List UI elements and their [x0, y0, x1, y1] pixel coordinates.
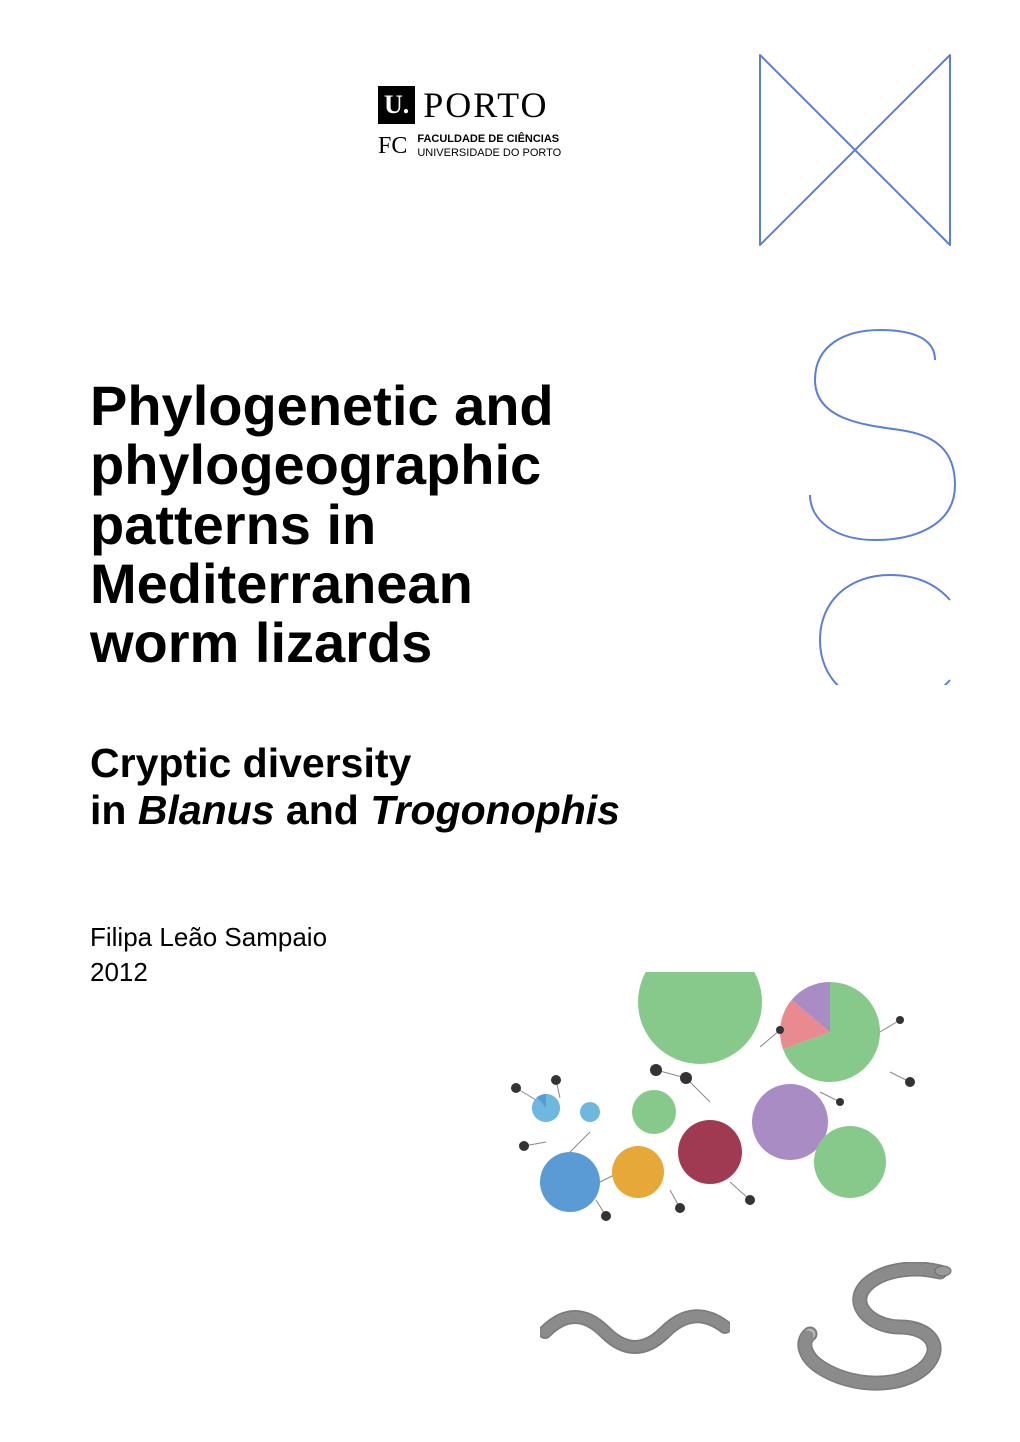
- thesis-subtitle: Cryptic diversity in Blanus and Trogonop…: [90, 740, 620, 834]
- faculty-line2: UNIVERSIDADE DO PORTO: [417, 146, 561, 160]
- worm-illustrations: [540, 1262, 960, 1392]
- faculty-line1: FACULDADE DE CIÊNCIAS: [417, 132, 561, 146]
- logo-u-box: U.: [378, 86, 415, 124]
- trogonophis-illustration: [790, 1262, 960, 1392]
- letter-m-icon: [760, 55, 950, 245]
- thesis-title: Phylogenetic and phylogeographic pattern…: [90, 376, 554, 673]
- logo-faculty-row: FC FACULDADE DE CIÊNCIAS UNIVERSIDADE DO…: [378, 132, 561, 161]
- logo-main-row: U. PORTO: [378, 84, 549, 126]
- author-year-block: Filipa Leão Sampaio 2012: [90, 920, 327, 990]
- genus-blanus: Blanus: [138, 787, 275, 833]
- msc-graphic: [740, 45, 970, 690]
- author-name: Filipa Leão Sampaio: [90, 920, 327, 955]
- subtitle-mid: and: [275, 787, 371, 833]
- letter-s-icon: [810, 330, 955, 540]
- letter-c-icon: [820, 575, 950, 685]
- title-line3: patterns in: [90, 495, 554, 554]
- title-line4: Mediterranean: [90, 554, 554, 613]
- subtitle-line1: Cryptic diversity: [90, 740, 620, 787]
- haplotype-diagram: [500, 972, 960, 1242]
- subtitle-pre: in: [90, 787, 138, 833]
- logo-fc: FC: [378, 133, 407, 160]
- logo-porto-text: PORTO: [423, 84, 548, 126]
- genus-trogonophis: Trogonophis: [370, 787, 620, 833]
- title-line5: worm lizards: [90, 613, 554, 672]
- faculty-text: FACULDADE DE CIÊNCIAS UNIVERSIDADE DO PO…: [417, 132, 561, 161]
- blanus-illustration: [540, 1287, 730, 1367]
- title-line2: phylogeographic: [90, 435, 554, 494]
- subtitle-line2: in Blanus and Trogonophis: [90, 787, 620, 834]
- year: 2012: [90, 955, 327, 990]
- title-line1: Phylogenetic and: [90, 376, 554, 435]
- university-logo: U. PORTO FC FACULDADE DE CIÊNCIAS UNIVER…: [378, 84, 561, 161]
